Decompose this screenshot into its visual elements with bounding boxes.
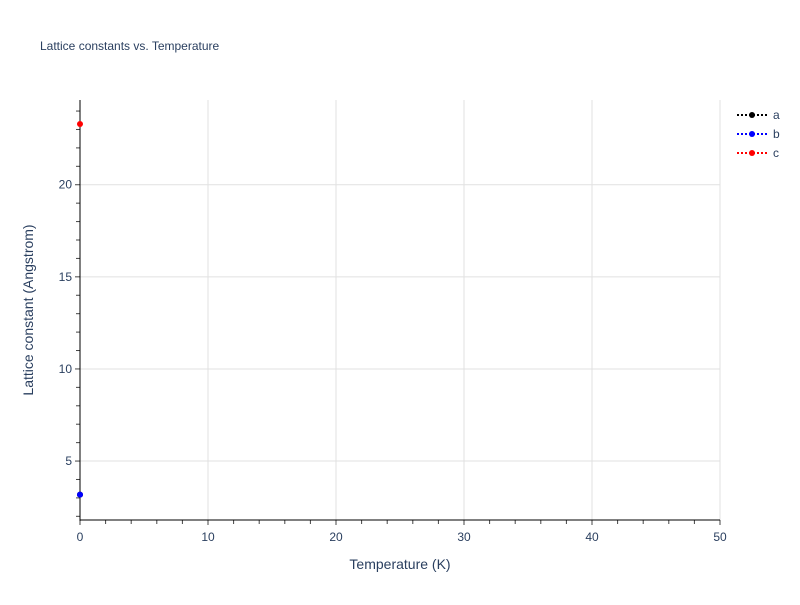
x-tick-label: 30 [457, 530, 471, 544]
x-tick-label: 0 [77, 530, 84, 544]
chart-title: Lattice constants vs. Temperature [40, 39, 220, 53]
axes: 0 10 20 30 40 50 5 10 15 20 [59, 100, 727, 544]
legend-marker [749, 112, 755, 118]
data-point-b [77, 491, 83, 498]
data-points [77, 120, 83, 498]
x-tick-label: 20 [329, 530, 343, 544]
y-tick-label: 20 [59, 178, 73, 192]
x-tick-label: 50 [713, 530, 727, 544]
y-axis-label: Lattice constant (Angstrom) [20, 224, 36, 395]
legend[interactable]: abc [737, 108, 780, 160]
legend-marker [749, 150, 755, 156]
legend-label: a [773, 108, 780, 122]
x-tick-label: 40 [585, 530, 599, 544]
legend-label: c [773, 146, 779, 160]
legend-item-a[interactable]: a [737, 108, 780, 122]
y-tick-label: 10 [59, 362, 73, 376]
x-axis-label: Temperature (K) [349, 556, 450, 572]
gridlines [80, 100, 721, 520]
legend-item-c[interactable]: c [737, 146, 779, 160]
y-tick-label: 15 [59, 270, 73, 284]
y-tick-label: 5 [65, 454, 72, 468]
legend-item-b[interactable]: b [737, 127, 780, 141]
legend-marker [749, 131, 755, 137]
x-tick-label: 10 [201, 530, 215, 544]
data-point-c [77, 120, 83, 127]
legend-label: b [773, 127, 780, 141]
